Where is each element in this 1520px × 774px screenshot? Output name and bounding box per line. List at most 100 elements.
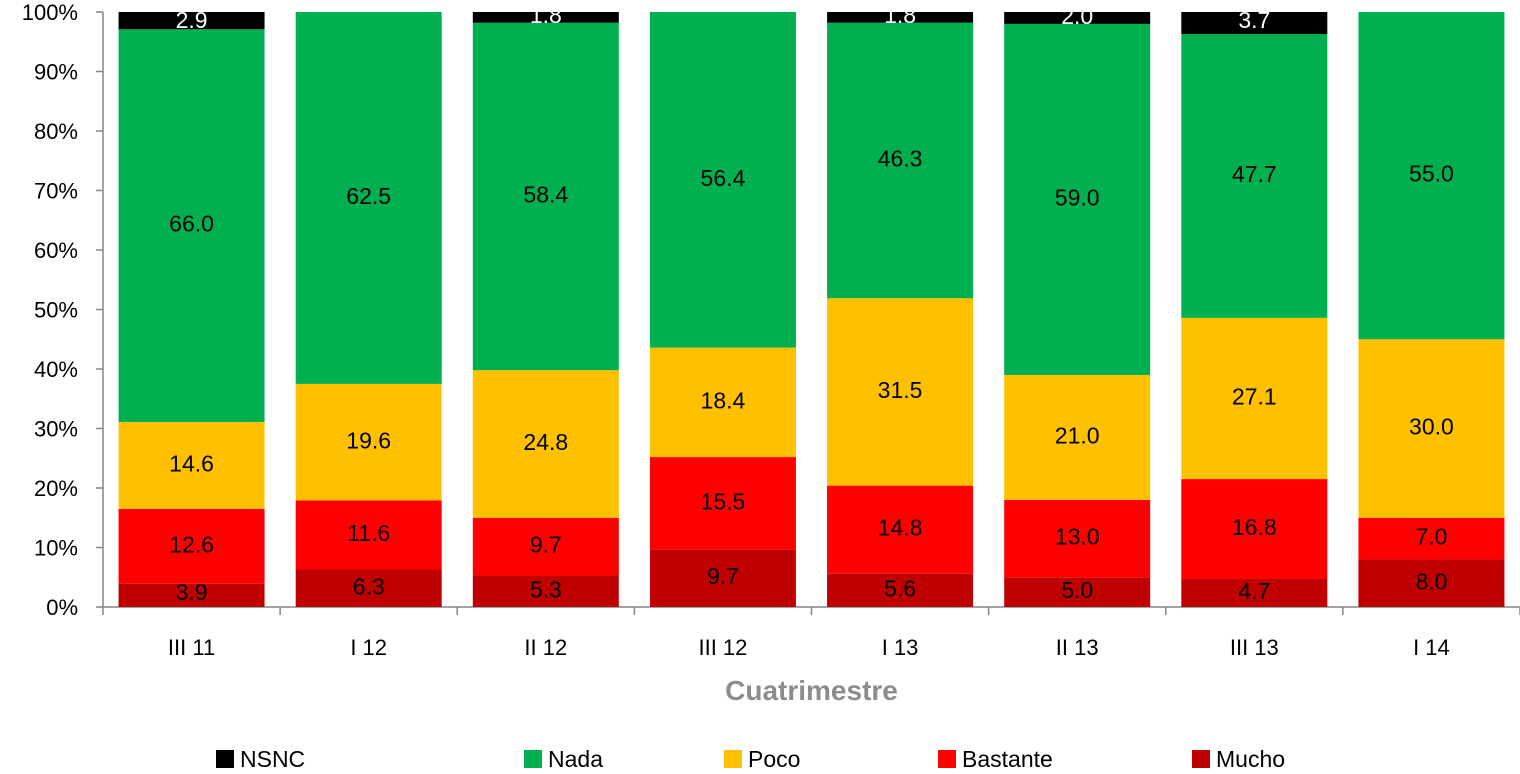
data-label-bastante: 16.8	[1232, 514, 1277, 540]
legend-swatch	[1192, 750, 1210, 768]
bar-segment-poco	[472, 370, 619, 518]
bar-segment-nsnc	[1004, 12, 1151, 24]
legend-label: Nada	[548, 745, 603, 772]
bar-segment-mucho	[1004, 577, 1151, 607]
bar-segment-nada	[1181, 34, 1328, 318]
y-tick-label: 0%	[46, 595, 78, 620]
data-label-mucho: 6.3	[353, 573, 385, 599]
data-label-bastante: 7.0	[1415, 524, 1447, 550]
data-label-nada: 46.3	[878, 146, 923, 172]
legend-label: Poco	[748, 745, 801, 772]
legend-item-bastante: Bastante	[938, 744, 1053, 774]
bar-segment-poco	[118, 421, 265, 509]
bar-segment-bastante	[1358, 517, 1505, 560]
data-label-mucho: 4.7	[1238, 578, 1270, 604]
data-label-nsnc: 0.0	[1415, 0, 1447, 17]
data-label-nada: 62.5	[346, 183, 391, 209]
legend-swatch	[724, 750, 742, 768]
data-label-poco: 19.6	[346, 427, 391, 453]
bar-segment-nada	[649, 12, 796, 348]
data-label-mucho: 9.7	[707, 563, 739, 589]
data-label-poco: 18.4	[701, 387, 746, 413]
data-label-nada: 59.0	[1055, 185, 1100, 211]
legend-item-nsnc: NSNC	[216, 744, 305, 774]
data-label-poco: 14.6	[169, 450, 214, 476]
y-tick-label: 50%	[34, 298, 78, 323]
data-label-poco: 21.0	[1055, 423, 1100, 449]
y-tick-label: 20%	[34, 476, 78, 501]
bar-segment-mucho	[1358, 559, 1505, 607]
legend-swatch	[216, 750, 234, 768]
bar-segment-poco	[295, 383, 442, 501]
x-tick-label: III 13	[1230, 635, 1279, 660]
legend-label: Mucho	[1216, 745, 1286, 772]
legend-label: NSNC	[240, 745, 306, 772]
data-label-nsnc: 0.0	[707, 0, 739, 17]
bar-segment-nada	[472, 22, 619, 371]
data-label-mucho: 5.6	[884, 575, 916, 601]
data-label-nsnc: 3.7	[1238, 7, 1270, 33]
bar-segment-nsnc	[1181, 12, 1328, 35]
x-tick-label: II 13	[1056, 635, 1099, 660]
x-tick-label: I 13	[882, 635, 919, 660]
data-label-bastante: 12.6	[169, 531, 214, 557]
chart-legend: NSNC Nada Poco Bastante Mucho	[0, 744, 1520, 774]
x-tick-label: I 12	[350, 635, 387, 660]
data-label-bastante: 9.7	[530, 532, 562, 558]
bar-segment-poco	[827, 298, 974, 486]
y-tick-label: 90%	[34, 60, 78, 85]
data-label-mucho: 5.3	[530, 576, 562, 602]
bar-segment-nada	[118, 29, 265, 422]
data-label-mucho: 8.0	[1415, 568, 1447, 594]
bar-segment-bastante	[472, 517, 619, 576]
y-tick-label: 10%	[34, 536, 78, 561]
data-label-mucho: 5.0	[1061, 577, 1093, 603]
bar-segment-poco	[1358, 339, 1505, 518]
data-label-nada: 55.0	[1409, 161, 1454, 187]
bar-segment-bastante	[1181, 479, 1328, 580]
data-label-bastante: 11.6	[347, 520, 390, 546]
y-tick-label: 30%	[34, 417, 78, 442]
data-label-nsnc: 2.0	[1061, 3, 1093, 29]
data-label-poco: 27.1	[1232, 384, 1277, 410]
bar-segment-bastante	[1004, 499, 1151, 578]
bar-segment-nada	[295, 12, 442, 384]
bar-segment-bastante	[118, 508, 265, 584]
legend-label: Bastante	[962, 745, 1053, 772]
data-label-nsnc: 0.0	[353, 0, 385, 17]
legend-swatch	[524, 750, 542, 768]
x-tick-label: II 12	[524, 635, 567, 660]
data-label-bastante: 14.8	[878, 515, 923, 541]
y-tick-label: 70%	[34, 179, 78, 204]
data-label-bastante: 15.5	[701, 488, 746, 514]
bar-segment-nsnc	[118, 12, 265, 30]
data-label-poco: 30.0	[1409, 414, 1454, 440]
x-tick-label: I 14	[1413, 635, 1450, 660]
bar-segment-poco	[1004, 374, 1151, 500]
data-label-nada: 47.7	[1232, 161, 1277, 187]
bar-segment-nsnc	[827, 12, 974, 23]
bar-segment-poco	[649, 347, 796, 458]
data-label-bastante: 13.0	[1055, 524, 1100, 550]
legend-swatch	[938, 750, 956, 768]
legend-item-poco: Poco	[724, 744, 800, 774]
x-tick-label: III 12	[698, 635, 747, 660]
bar-segment-mucho	[295, 569, 442, 607]
bar-segment-mucho	[1181, 579, 1328, 607]
y-tick-label: 100%	[22, 0, 78, 25]
bar-segment-bastante	[649, 457, 796, 550]
data-label-poco: 31.5	[878, 377, 923, 403]
data-label-nada: 56.4	[701, 165, 746, 191]
bar-segment-nada	[1004, 23, 1151, 375]
y-tick-label: 40%	[34, 357, 78, 382]
x-tick-label: III 11	[168, 635, 215, 660]
x-axis-title: Cuatrimestre	[725, 675, 898, 706]
data-label-nsnc: 1.8	[530, 2, 562, 28]
bar-segment-nada	[827, 22, 974, 299]
bar-segment-mucho	[472, 575, 619, 607]
y-tick-label: 60%	[34, 238, 78, 263]
bar-segment-bastante	[827, 485, 974, 574]
legend-item-nada: Nada	[524, 744, 603, 774]
bar-segment-bastante	[295, 500, 442, 570]
data-label-nsnc: 1.8	[884, 2, 916, 28]
